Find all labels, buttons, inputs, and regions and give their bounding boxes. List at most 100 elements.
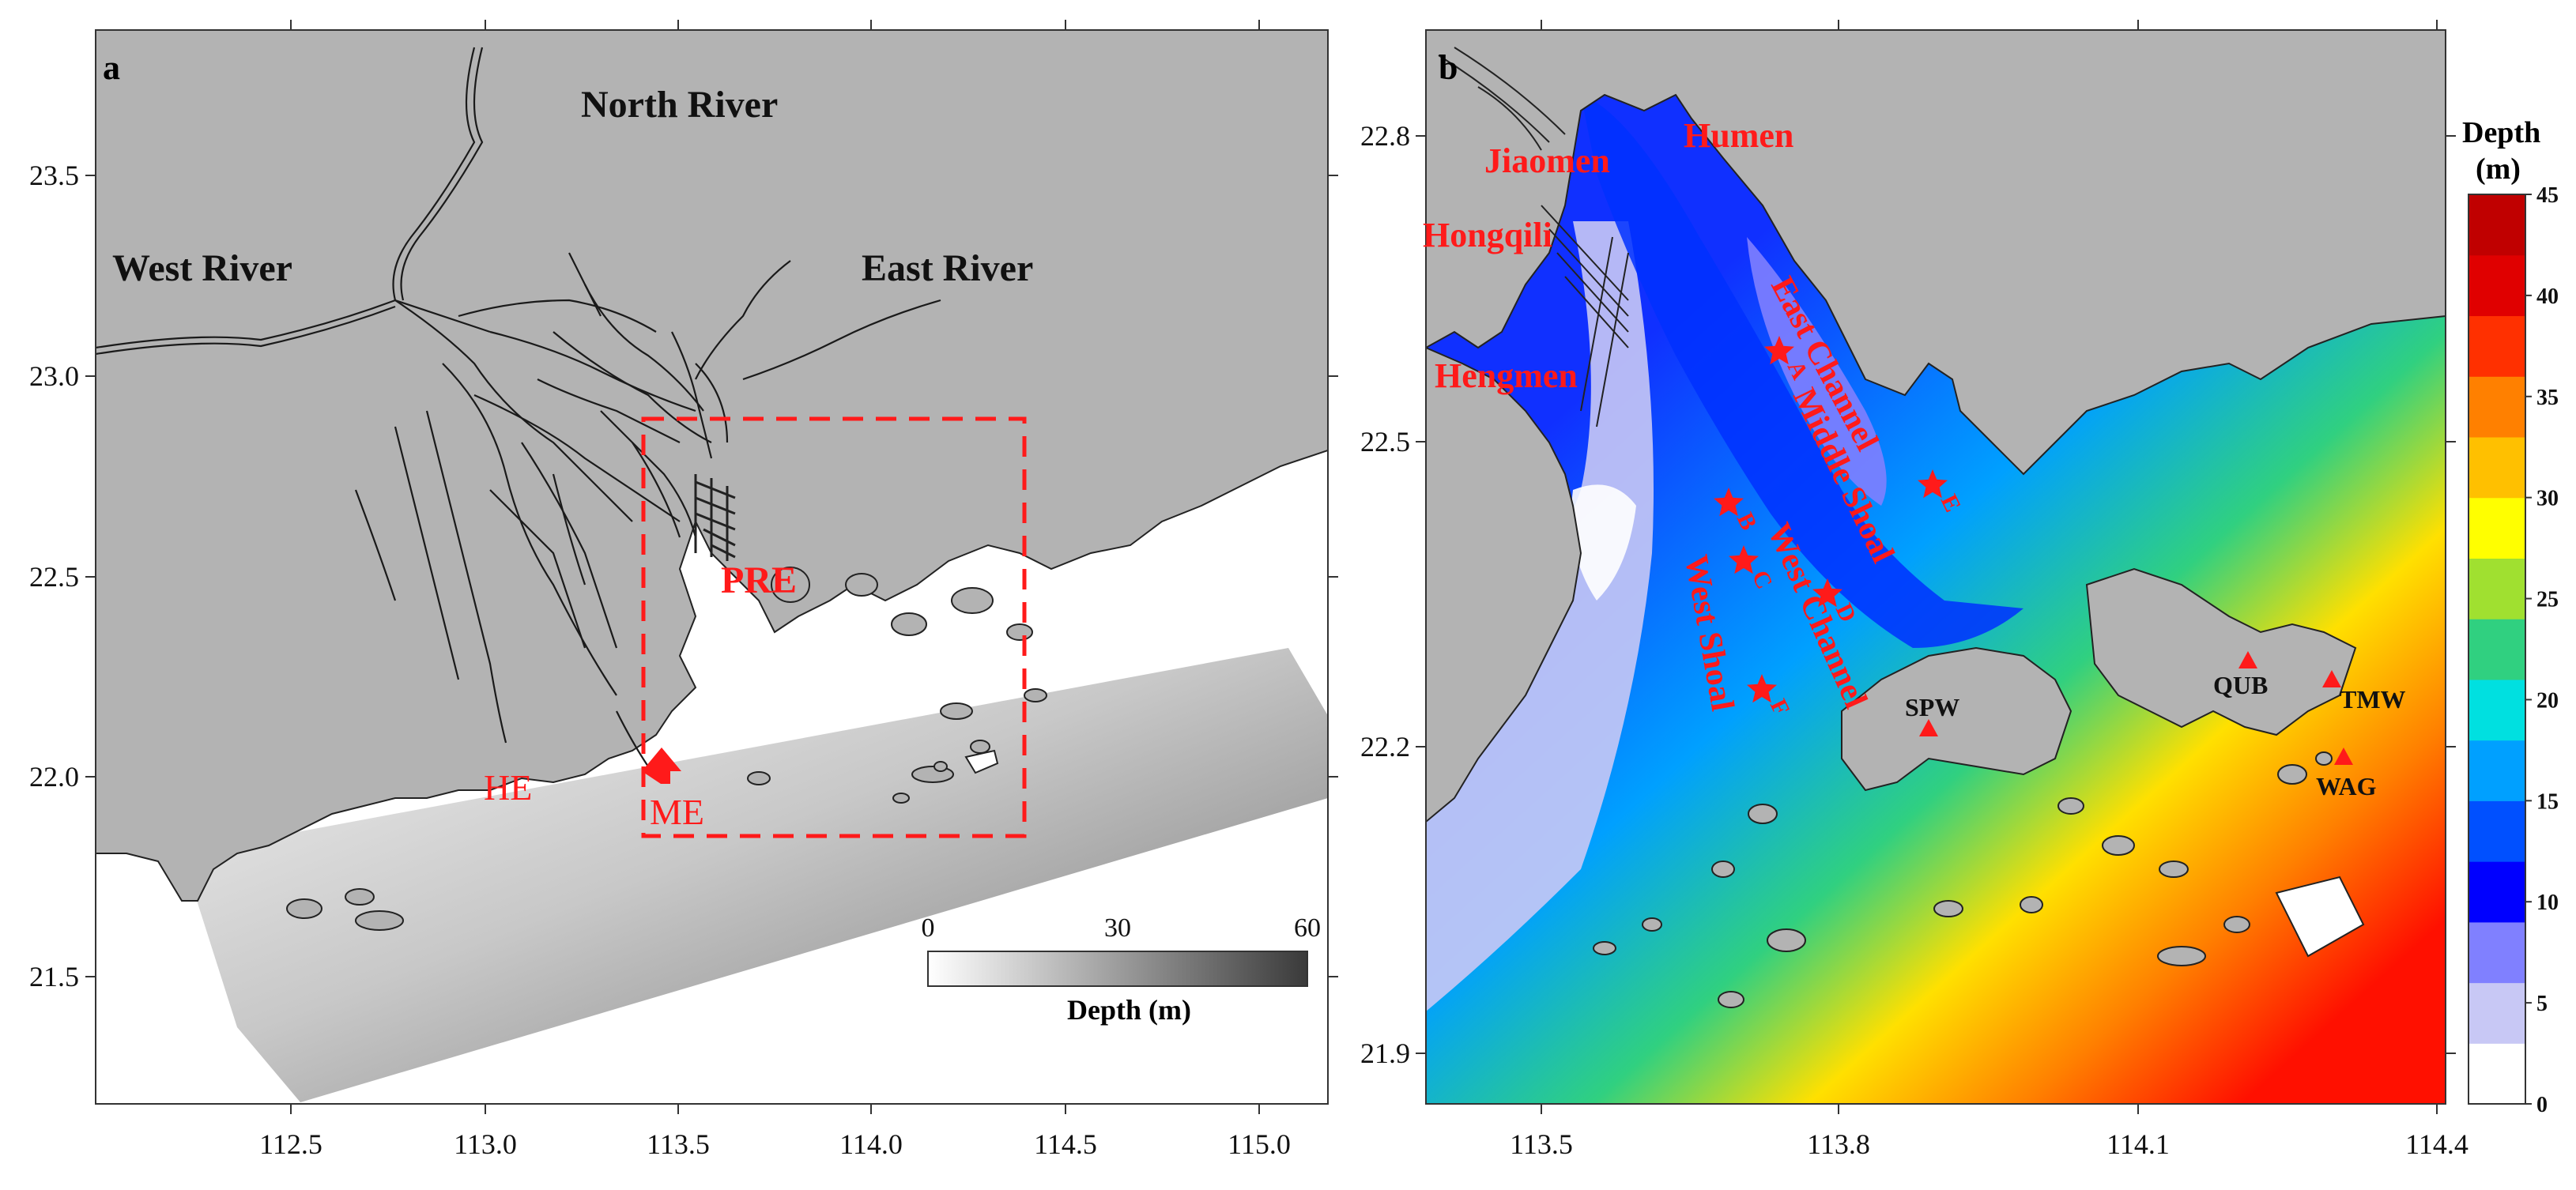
panel-b: 113.5 113.8 114.1 114.4 22.822.522.221.9 b … [1360, 20, 2559, 1160]
x-tick-label-b: 114.4 [2405, 1128, 2469, 1160]
y-tick-label-b: 22.5 [1360, 426, 1410, 458]
station-star-icon [1729, 545, 1759, 574]
west-land-b [1426, 346, 1582, 823]
plot-frame-b [1425, 29, 2446, 1105]
tide-gauge-triangle-icon [1919, 719, 1938, 736]
station-star-icon [1714, 488, 1744, 517]
colorbar-b-segment [2469, 800, 2525, 862]
tide-gauge-label: QUB [2213, 671, 2268, 699]
islands [286, 567, 1047, 931]
colorbar-b-title-line2: (m) [2476, 153, 2521, 186]
west-shoal-white [1571, 484, 1636, 601]
colorbar-a-tick-label: 30 [1104, 913, 1131, 943]
hongkong-land [1841, 646, 2072, 792]
label-hengmen: Hengmen [1435, 356, 1578, 395]
east-land-b [2085, 567, 2357, 736]
x-tick-label-a: 114.0 [839, 1128, 903, 1160]
x-tick-label-a: 113.5 [647, 1128, 710, 1160]
colorbar-b-segment [2469, 740, 2525, 801]
panel-label-a: a [103, 48, 120, 87]
label-he: HE [484, 767, 532, 808]
y-tick-label-a: 22.5 [29, 561, 79, 593]
colorbar-b-tick-label: 45 [2536, 183, 2559, 208]
me-arrow-icon [642, 748, 681, 784]
x-axis-a: 112.5 113.0 113.5 114.0 114.5 115.0 [259, 20, 1291, 1160]
label-me: ME [650, 792, 704, 832]
y-tick-label-a: 23.5 [29, 160, 79, 191]
colorbar-a-title: Depth (m) [1067, 994, 1191, 1026]
shoreline-grid [694, 474, 736, 561]
colorbar-b-tick-label: 0 [2536, 1093, 2548, 1117]
colorbar-b-segment [2469, 376, 2525, 438]
islands-b [1593, 751, 2333, 1008]
colorbar-b-segment [2469, 436, 2525, 499]
y-tick-label-a: 21.5 [29, 961, 79, 992]
colorbar-b-segment [2469, 315, 2525, 377]
label-north-river: North River [581, 84, 778, 126]
reclamation-patch-b [2275, 876, 2365, 958]
colorbar-b-segment [2469, 194, 2525, 256]
river-network [96, 47, 941, 767]
colorbar-b-tick-label: 30 [2536, 487, 2559, 511]
label-humen: Humen [1684, 116, 1793, 155]
label-east-river: East River [862, 247, 1033, 289]
tide-gauge-label: WAG [2316, 772, 2377, 800]
x-tick-label-a: 114.5 [1034, 1128, 1097, 1160]
colorbar-b-tick-label: 40 [2536, 284, 2559, 309]
y-tick-label-b: 21.9 [1360, 1037, 1410, 1069]
station-star-icon [1764, 336, 1794, 365]
tide-gauge-triangle-icon [2238, 651, 2257, 668]
colorbar-b-segment [2469, 982, 2525, 1044]
colorbar-b-tick-label: 35 [2536, 386, 2559, 410]
river-channels-b [1438, 47, 1629, 427]
colorbar-b-title-line1: Depth [2462, 116, 2540, 149]
land-area-b [1426, 30, 2446, 476]
model-domain-sea [182, 648, 1328, 1102]
colorbar-b-segment [2469, 921, 2525, 984]
tide-gauge-triangle-icon [2322, 670, 2341, 687]
tide-gauge-label: TMW [2340, 685, 2406, 714]
y-axis-a: 23.5 23.0 22.5 22.0 21.5 [29, 160, 1338, 992]
label-west-river: West River [112, 247, 292, 289]
depth-colorbar-a: 0 30 60 Depth (m) [922, 913, 1322, 1026]
label-jiaomen: Jiaomen [1484, 141, 1610, 180]
station-star-icon [1812, 578, 1842, 608]
colorbar-a-tick-label: 60 [1294, 913, 1321, 943]
reclamation-patch [964, 749, 999, 774]
colorbar-a-tick-label: 0 [922, 913, 935, 943]
colorbar-b-segment [2469, 619, 2525, 680]
tide-gauge-triangle-icon [2334, 748, 2353, 765]
colorbar-b-tick-label: 15 [2536, 789, 2559, 814]
colorbar-b-segment [2469, 254, 2525, 317]
colorbar-b-tick-label: 10 [2536, 891, 2559, 915]
colorbar-b-tick-label: 5 [2536, 992, 2548, 1016]
colorbar-b-segment [2469, 861, 2525, 923]
x-tick-label-a: 113.0 [454, 1128, 517, 1160]
depth-colorbar-b: Depth (m) 45 40 35 30 25 20 15 10 5 0 [2462, 116, 2559, 1117]
y-tick-label-b: 22.8 [1360, 120, 1410, 152]
x-tick-label-b: 114.1 [2106, 1128, 2170, 1160]
colorbar-b-segment [2469, 558, 2525, 619]
colorbar-b-tick-label: 20 [2536, 688, 2559, 713]
y-tick-label-a: 23.0 [29, 360, 79, 392]
x-tick-label-b: 113.8 [1807, 1128, 1870, 1160]
plot-frame-a [95, 29, 1329, 1105]
colorbar-b-tick-label: 25 [2536, 588, 2559, 612]
station-star-icon [1918, 469, 1948, 499]
y-tick-label-a: 22.0 [29, 761, 79, 793]
colorbar-b-segment [2469, 497, 2525, 559]
colorbar-b-frame [2468, 194, 2526, 1105]
x-tick-label-b: 113.5 [1510, 1128, 1573, 1160]
deep-channel [1581, 95, 2023, 648]
colorbar-b-segment [2469, 1043, 2525, 1105]
tide-gauges: SPW QUB TMW WAG [1905, 651, 2406, 800]
x-tick-label-a: 112.5 [259, 1128, 322, 1160]
y-axis-b: 22.8 22.5 22.2 21.9 [1360, 120, 2456, 1069]
tide-gauge-label: SPW [1905, 693, 1959, 721]
middle-shoal [1747, 237, 1887, 506]
y-tick-label-b: 22.2 [1360, 731, 1410, 763]
x-tick-label-a: 115.0 [1228, 1128, 1291, 1160]
x-axis-b: 113.5 113.8 114.1 114.4 [1510, 20, 2469, 1160]
panel-label-b: b [1439, 48, 1458, 87]
